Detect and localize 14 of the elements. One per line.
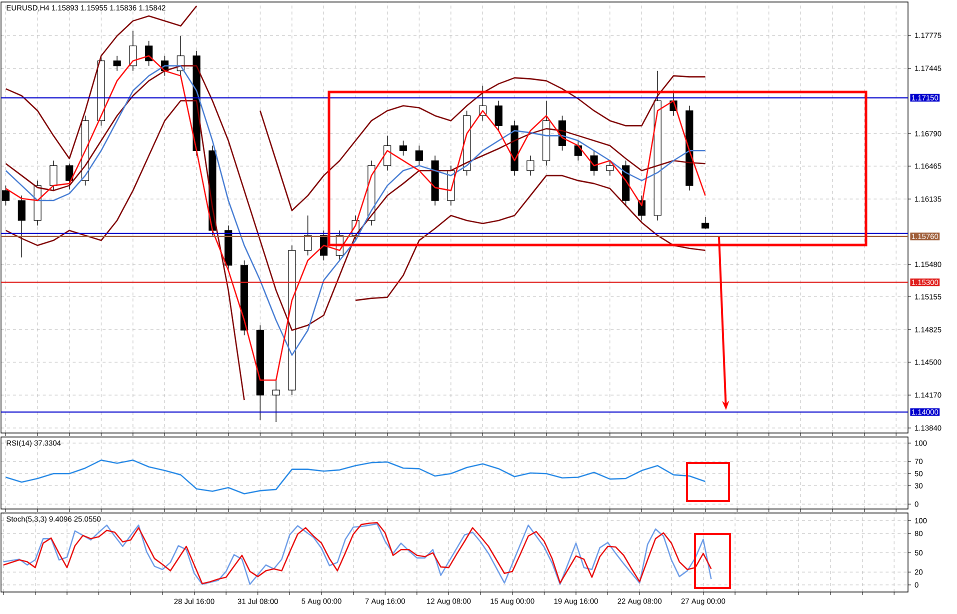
candlestick — [18, 195, 26, 258]
candlestick — [66, 163, 74, 190]
candlestick — [113, 56, 121, 72]
candlestick — [590, 150, 598, 176]
candlestick — [415, 145, 423, 166]
candlestick — [272, 380, 280, 422]
candlestick — [399, 140, 408, 156]
candlestick — [304, 215, 312, 256]
candlestick — [702, 216, 710, 230]
candlestick — [494, 100, 502, 132]
candlestick — [129, 30, 137, 72]
candlestick — [50, 160, 58, 191]
candlestick — [606, 160, 614, 176]
candlestick — [526, 155, 534, 176]
